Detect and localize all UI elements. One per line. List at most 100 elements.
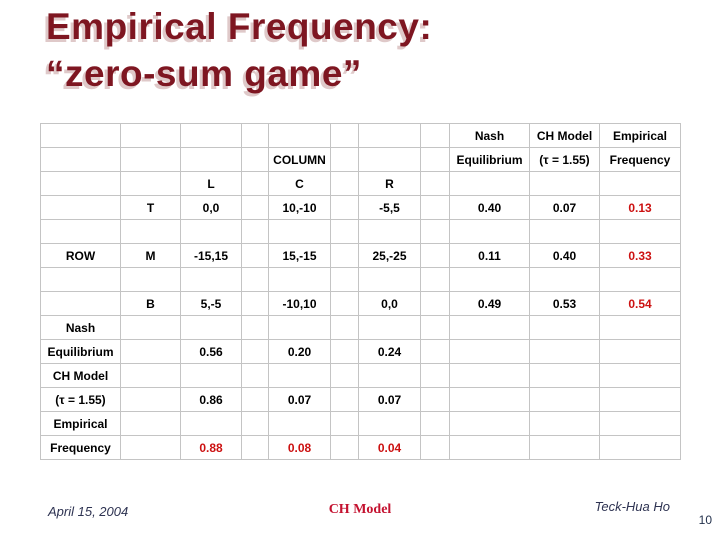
table-cell: 0.49 xyxy=(449,291,530,316)
table-row: Nash CH Model Empirical xyxy=(40,123,681,148)
table-cell xyxy=(120,123,181,148)
table-row: Equilibrium 0.56 0.20 0.24 xyxy=(40,339,681,364)
table-cell xyxy=(241,363,269,388)
table-cell xyxy=(120,147,181,172)
table-cell: 0.86 xyxy=(180,387,242,412)
table-cell: 0,0 xyxy=(358,291,421,316)
table-cell xyxy=(120,267,181,292)
table-cell: B xyxy=(120,291,181,316)
table-cell xyxy=(268,267,331,292)
table-cell xyxy=(241,171,269,196)
table-cell xyxy=(268,123,331,148)
table-cell xyxy=(599,435,681,460)
table-cell xyxy=(420,435,450,460)
table-cell: Empirical xyxy=(40,411,121,436)
table-cell: 5,-5 xyxy=(180,291,242,316)
table-cell: 0.11 xyxy=(449,243,530,268)
table-cell xyxy=(599,315,681,340)
table-cell xyxy=(330,267,359,292)
table-cell xyxy=(420,123,450,148)
table-cell xyxy=(120,363,181,388)
table-row: COLUMN Equilibrium (τ = 1.55) Frequency xyxy=(40,147,681,172)
table-cell xyxy=(599,267,681,292)
table-cell xyxy=(180,123,242,148)
title-line-2: “zero-sum game” xyxy=(46,53,362,94)
table-cell xyxy=(529,435,600,460)
table-cell: L xyxy=(180,171,242,196)
table-cell xyxy=(330,195,359,220)
table-cell: M xyxy=(120,243,181,268)
table-cell xyxy=(330,363,359,388)
table-cell xyxy=(449,339,530,364)
table-row: Frequency 0.88 0.08 0.04 xyxy=(40,435,681,460)
table-cell xyxy=(241,315,269,340)
table-cell xyxy=(120,315,181,340)
table-cell xyxy=(358,363,421,388)
table-cell xyxy=(241,411,269,436)
table-cell: -15,15 xyxy=(180,243,242,268)
table-cell xyxy=(330,147,359,172)
table-cell xyxy=(529,171,600,196)
table-cell: Equilibrium xyxy=(449,147,530,172)
table-cell: 0.40 xyxy=(529,243,600,268)
table-cell xyxy=(449,411,530,436)
table-cell xyxy=(268,315,331,340)
table-cell: CH Model xyxy=(529,123,600,148)
table-cell xyxy=(449,171,530,196)
table-cell xyxy=(268,219,331,244)
table-cell xyxy=(241,339,269,364)
table-cell: 10,-10 xyxy=(268,195,331,220)
table-cell: Nash xyxy=(40,315,121,340)
table-cell xyxy=(420,339,450,364)
table-cell: 0.54 xyxy=(599,291,681,316)
table-cell xyxy=(268,411,331,436)
title-line-1: Empirical Frequency: xyxy=(46,6,433,47)
table-cell xyxy=(330,435,359,460)
table-cell: ROW xyxy=(40,243,121,268)
table-cell: 0.24 xyxy=(358,339,421,364)
table-cell xyxy=(120,219,181,244)
table-row: Nash xyxy=(40,315,681,340)
table-cell: Frequency xyxy=(40,435,121,460)
table-cell xyxy=(120,435,181,460)
table-cell: 15,-15 xyxy=(268,243,331,268)
table-cell xyxy=(529,411,600,436)
table-cell xyxy=(449,315,530,340)
table-cell: 0.08 xyxy=(268,435,331,460)
game-table: Nash CH Model Empirical COLUMN Equilibrium (τ… xyxy=(40,123,681,460)
table-cell xyxy=(40,291,121,316)
table-cell xyxy=(529,219,600,244)
table-cell: (τ = 1.55) xyxy=(40,387,121,412)
table-cell xyxy=(599,219,681,244)
table-row xyxy=(40,219,681,244)
table-row: (τ = 1.55) 0.86 0.07 0.07 xyxy=(40,387,681,412)
table-cell xyxy=(120,411,181,436)
table-cell xyxy=(330,315,359,340)
table-cell xyxy=(180,315,242,340)
table-cell xyxy=(358,123,421,148)
table-cell: 0.33 xyxy=(599,243,681,268)
table-cell: T xyxy=(120,195,181,220)
table-cell xyxy=(241,267,269,292)
table-cell xyxy=(241,435,269,460)
table-cell: -5,5 xyxy=(358,195,421,220)
table-cell xyxy=(599,339,681,364)
table-cell xyxy=(241,123,269,148)
table-cell: 0.13 xyxy=(599,195,681,220)
table-cell: 0.07 xyxy=(358,387,421,412)
table-cell: COLUMN xyxy=(268,147,331,172)
table-cell xyxy=(330,291,359,316)
table-cell: Empirical xyxy=(599,123,681,148)
table-cell xyxy=(529,363,600,388)
table-cell xyxy=(180,411,242,436)
table-cell xyxy=(180,219,242,244)
table-cell xyxy=(40,219,121,244)
table-cell xyxy=(420,411,450,436)
table-cell xyxy=(358,147,421,172)
table-cell xyxy=(599,171,681,196)
footer-date: April 15, 2004 xyxy=(48,504,129,519)
table-cell xyxy=(358,267,421,292)
page-number: 10 xyxy=(698,513,712,527)
